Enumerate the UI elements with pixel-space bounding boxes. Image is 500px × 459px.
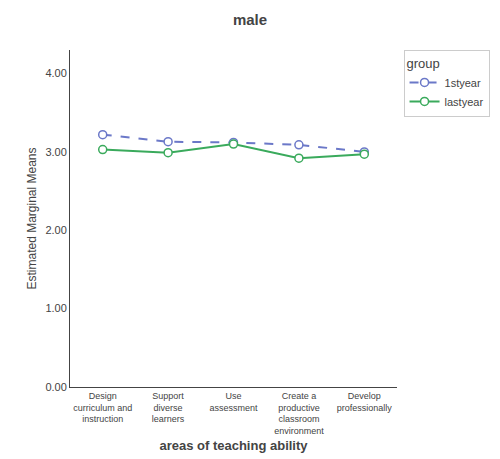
- svg-text:1.00: 1.00: [45, 302, 66, 314]
- svg-text:1styear: 1styear: [445, 77, 481, 89]
- svg-text:0.00: 0.00: [45, 381, 66, 393]
- svg-text:2.00: 2.00: [45, 224, 66, 236]
- svg-text:group: group: [407, 56, 440, 71]
- svg-text:Useassessment: Useassessment: [209, 391, 258, 413]
- svg-text:4.00: 4.00: [45, 67, 66, 79]
- svg-text:Developprofessionally: Developprofessionally: [337, 391, 393, 413]
- svg-text:Designcurriculum andinstructio: Designcurriculum andinstruction: [73, 391, 132, 424]
- svg-text:male: male: [233, 11, 267, 28]
- svg-text:Supportdiverselearners: Supportdiverselearners: [152, 391, 185, 424]
- svg-text:Estimated Marginal Means: Estimated Marginal Means: [25, 147, 39, 289]
- svg-text:3.00: 3.00: [45, 146, 66, 158]
- svg-text:Create aproductiveclassroomenv: Create aproductiveclassroomenvironment: [274, 391, 324, 436]
- svg-text:lastyear: lastyear: [445, 96, 484, 108]
- svg-text:areas of teaching ability: areas of teaching ability: [159, 438, 308, 453]
